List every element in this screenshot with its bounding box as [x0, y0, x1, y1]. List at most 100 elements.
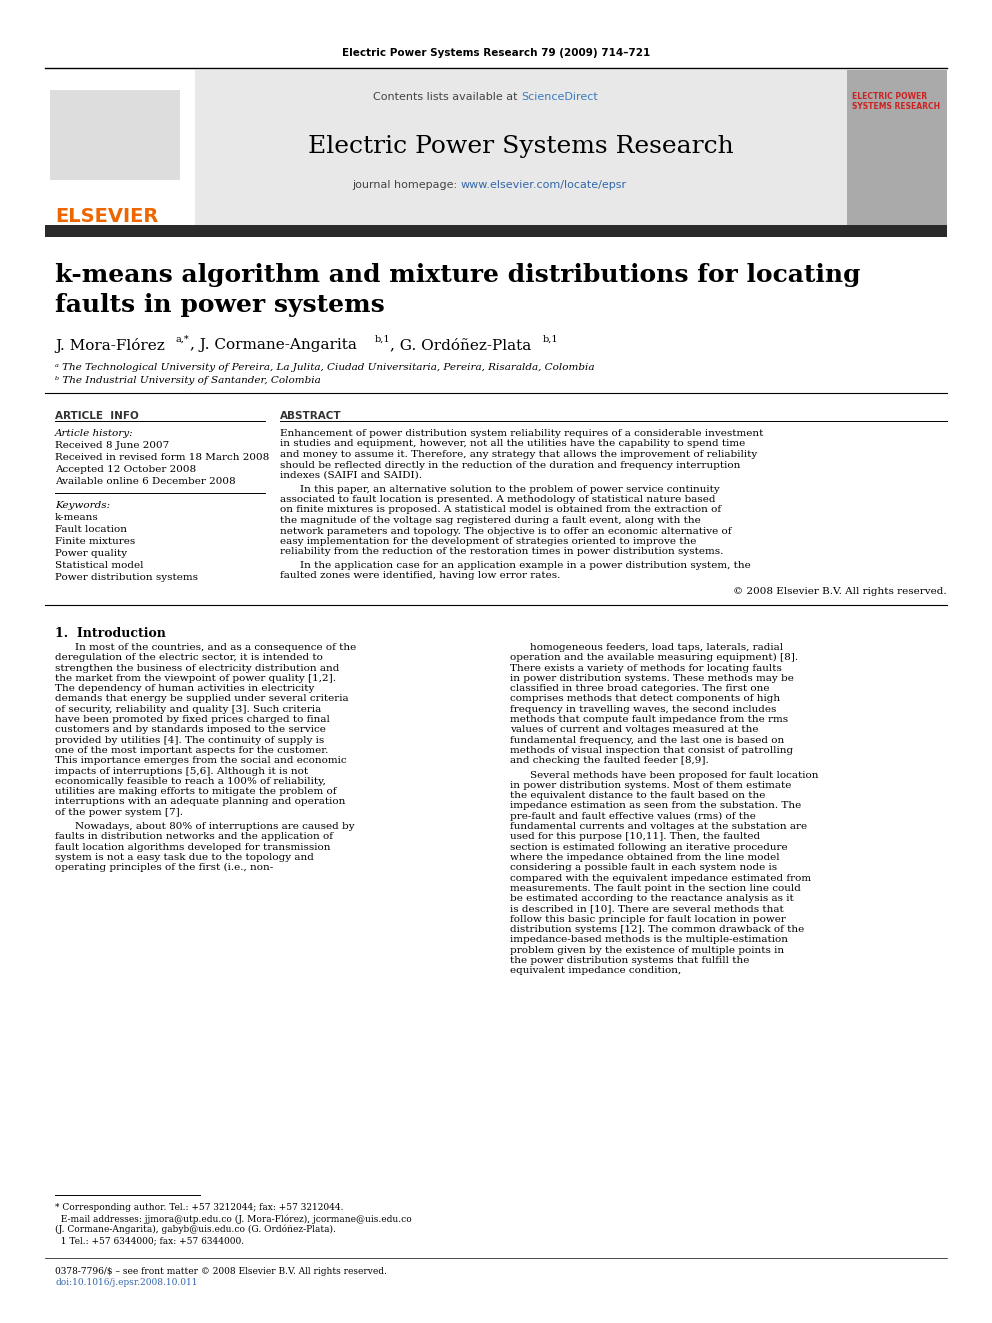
Text: There exists a variety of methods for locating faults: There exists a variety of methods for lo…: [510, 664, 782, 672]
Text: the power distribution systems that fulfill the: the power distribution systems that fulf…: [510, 957, 749, 964]
Text: impedance-based methods is the multiple-estimation: impedance-based methods is the multiple-…: [510, 935, 788, 945]
Text: E-mail addresses: jjmora@utp.edu.co (J. Mora-Flórez), jcormane@uis.edu.co: E-mail addresses: jjmora@utp.edu.co (J. …: [55, 1215, 412, 1224]
Text: the market from the viewpoint of power quality [1,2].: the market from the viewpoint of power q…: [55, 673, 336, 683]
Text: of security, reliability and quality [3]. Such criteria: of security, reliability and quality [3]…: [55, 705, 321, 714]
Text: J. Mora-Flórez: J. Mora-Flórez: [55, 337, 165, 353]
Text: and money to assume it. Therefore, any strategy that allows the improvement of r: and money to assume it. Therefore, any s…: [280, 450, 757, 459]
Text: www.elsevier.com/locate/epsr: www.elsevier.com/locate/epsr: [461, 180, 627, 191]
Text: reliability from the reduction of the restoration times in power distribution sy: reliability from the reduction of the re…: [280, 548, 723, 557]
Text: journal homepage:: journal homepage:: [352, 180, 461, 191]
Text: demands that energy be supplied under several criteria: demands that energy be supplied under se…: [55, 695, 348, 704]
Text: Power distribution systems: Power distribution systems: [55, 573, 198, 582]
Text: methods that compute fault impedance from the rms: methods that compute fault impedance fro…: [510, 716, 788, 724]
Text: faulted zones were identified, having low error rates.: faulted zones were identified, having lo…: [280, 572, 560, 581]
Text: compared with the equivalent impedance estimated from: compared with the equivalent impedance e…: [510, 873, 811, 882]
Text: have been promoted by fixed prices charged to final: have been promoted by fixed prices charg…: [55, 716, 330, 724]
Text: pre-fault and fault effective values (rms) of the: pre-fault and fault effective values (rm…: [510, 812, 756, 822]
Bar: [50, 90, 180, 180]
Text: deregulation of the electric sector, it is intended to: deregulation of the electric sector, it …: [55, 654, 322, 663]
Text: the equivalent distance to the fault based on the: the equivalent distance to the fault bas…: [510, 791, 766, 800]
Text: fundamental frequency, and the last one is based on: fundamental frequency, and the last one …: [510, 736, 785, 745]
Text: problem given by the existence of multiple points in: problem given by the existence of multip…: [510, 946, 784, 955]
Text: doi:10.1016/j.epsr.2008.10.011: doi:10.1016/j.epsr.2008.10.011: [55, 1278, 197, 1287]
Text: associated to fault location is presented. A methodology of statistical nature b: associated to fault location is presente…: [280, 495, 715, 504]
Text: Keywords:: Keywords:: [55, 501, 110, 509]
Bar: [45, 70, 947, 225]
Text: distribution systems [12]. The common drawback of the: distribution systems [12]. The common dr…: [510, 925, 805, 934]
Text: k-means: k-means: [55, 513, 99, 523]
Text: The dependency of human activities in electricity: The dependency of human activities in el…: [55, 684, 314, 693]
Text: in power distribution systems. Most of them estimate: in power distribution systems. Most of t…: [510, 781, 792, 790]
Text: used for this purpose [10,11]. Then, the faulted: used for this purpose [10,11]. Then, the…: [510, 832, 760, 841]
Text: ARTICLE  INFO: ARTICLE INFO: [55, 411, 139, 421]
Text: Several methods have been proposed for fault location: Several methods have been proposed for f…: [530, 770, 818, 779]
Text: comprises methods that detect components of high: comprises methods that detect components…: [510, 695, 780, 704]
Text: utilities are making efforts to mitigate the problem of: utilities are making efforts to mitigate…: [55, 787, 336, 796]
Text: follow this basic principle for fault location in power: follow this basic principle for fault lo…: [510, 914, 786, 923]
Text: 1.  Introduction: 1. Introduction: [55, 627, 166, 640]
Text: indexes (SAIFI and SAIDI).: indexes (SAIFI and SAIDI).: [280, 471, 422, 480]
Text: © 2008 Elsevier B.V. All rights reserved.: © 2008 Elsevier B.V. All rights reserved…: [733, 587, 947, 595]
Text: impedance estimation as seen from the substation. The: impedance estimation as seen from the su…: [510, 802, 802, 811]
Text: considering a possible fault in each system node is: considering a possible fault in each sys…: [510, 864, 777, 872]
Text: be estimated according to the reactance analysis as it: be estimated according to the reactance …: [510, 894, 794, 904]
Text: In most of the countries, and as a consequence of the: In most of the countries, and as a conse…: [75, 643, 356, 652]
Text: easy implementation for the development of strategies oriented to improve the: easy implementation for the development …: [280, 537, 696, 546]
Text: should be reflected directly in the reduction of the duration and frequency inte: should be reflected directly in the redu…: [280, 460, 740, 470]
Text: Finite mixtures: Finite mixtures: [55, 537, 135, 546]
Text: b,1: b,1: [375, 335, 391, 344]
Text: ScienceDirect: ScienceDirect: [521, 93, 598, 102]
Text: fundamental currents and voltages at the substation are: fundamental currents and voltages at the…: [510, 822, 807, 831]
Text: 0378-7796/$ – see front matter © 2008 Elsevier B.V. All rights reserved.: 0378-7796/$ – see front matter © 2008 El…: [55, 1267, 387, 1275]
Text: Enhancement of power distribution system reliability requires of a considerable : Enhancement of power distribution system…: [280, 429, 764, 438]
Text: Available online 6 December 2008: Available online 6 December 2008: [55, 478, 236, 486]
Text: equivalent impedance condition,: equivalent impedance condition,: [510, 966, 682, 975]
Text: customers and by standards imposed to the service: customers and by standards imposed to th…: [55, 725, 326, 734]
Text: methods of visual inspection that consist of patrolling: methods of visual inspection that consis…: [510, 746, 794, 755]
Text: k-means algorithm and mixture distributions for locating: k-means algorithm and mixture distributi…: [55, 263, 860, 287]
Text: In the application case for an application example in a power distribution syste: In the application case for an applicati…: [300, 561, 751, 570]
Text: , J. Cormane-Angarita: , J. Cormane-Angarita: [190, 337, 357, 352]
Text: strengthen the business of electricity distribution and: strengthen the business of electricity d…: [55, 664, 339, 672]
Text: where the impedance obtained from the line model: where the impedance obtained from the li…: [510, 853, 780, 863]
Text: Electric Power Systems Research 79 (2009) 714–721: Electric Power Systems Research 79 (2009…: [342, 48, 650, 58]
Text: is described in [10]. There are several methods that: is described in [10]. There are several …: [510, 905, 784, 913]
Text: ᵃ The Technological University of Pereira, La Julita, Ciudad Universitaria, Pere: ᵃ The Technological University of Pereir…: [55, 363, 594, 372]
Text: b,1: b,1: [543, 335, 558, 344]
Text: * Corresponding author. Tel.: +57 3212044; fax: +57 3212044.: * Corresponding author. Tel.: +57 321204…: [55, 1203, 343, 1212]
Text: one of the most important aspects for the customer.: one of the most important aspects for th…: [55, 746, 328, 755]
Text: Electric Power Systems Research: Electric Power Systems Research: [309, 135, 734, 157]
Text: interruptions with an adequate planning and operation: interruptions with an adequate planning …: [55, 798, 345, 807]
Text: In this paper, an alternative solution to the problem of power service continuit: In this paper, an alternative solution t…: [300, 484, 720, 493]
Bar: [45, 70, 195, 225]
Text: and checking the faulted feeder [8,9].: and checking the faulted feeder [8,9].: [510, 757, 708, 765]
Text: section is estimated following an iterative procedure: section is estimated following an iterat…: [510, 843, 788, 852]
Text: Statistical model: Statistical model: [55, 561, 144, 570]
Text: Fault location: Fault location: [55, 525, 127, 534]
Text: Received in revised form 18 March 2008: Received in revised form 18 March 2008: [55, 452, 269, 462]
Text: system is not a easy task due to the topology and: system is not a easy task due to the top…: [55, 853, 313, 863]
Text: Article history:: Article history:: [55, 429, 134, 438]
Text: , G. Ordóñez-Plata: , G. Ordóñez-Plata: [390, 337, 532, 352]
Text: provided by utilities [4]. The continuity of supply is: provided by utilities [4]. The continuit…: [55, 736, 324, 745]
Text: a,*: a,*: [175, 335, 188, 344]
Text: Accepted 12 October 2008: Accepted 12 October 2008: [55, 464, 196, 474]
Bar: [847, 70, 947, 225]
Text: of the power system [7].: of the power system [7].: [55, 808, 183, 816]
Text: values of current and voltages measured at the: values of current and voltages measured …: [510, 725, 759, 734]
Text: 1 Tel.: +57 6344000; fax: +57 6344000.: 1 Tel.: +57 6344000; fax: +57 6344000.: [55, 1236, 244, 1245]
Text: Power quality: Power quality: [55, 549, 127, 558]
Text: classified in three broad categories. The first one: classified in three broad categories. Th…: [510, 684, 770, 693]
Bar: [45, 225, 947, 237]
Text: impacts of interruptions [5,6]. Although it is not: impacts of interruptions [5,6]. Although…: [55, 766, 309, 775]
Text: Nowadays, about 80% of interruptions are caused by: Nowadays, about 80% of interruptions are…: [75, 822, 354, 831]
Text: (J. Cormane-Angarita), gabyb@uis.edu.co (G. Ordóñez-Plata).: (J. Cormane-Angarita), gabyb@uis.edu.co …: [55, 1225, 336, 1234]
Text: ABSTRACT: ABSTRACT: [280, 411, 341, 421]
Text: Contents lists available at: Contents lists available at: [373, 93, 521, 102]
Text: network parameters and topology. The objective is to offer an economic alternati: network parameters and topology. The obj…: [280, 527, 731, 536]
Text: in power distribution systems. These methods may be: in power distribution systems. These met…: [510, 673, 794, 683]
Text: faults in distribution networks and the application of: faults in distribution networks and the …: [55, 832, 333, 841]
Text: operation and the available measuring equipment) [8].: operation and the available measuring eq…: [510, 654, 799, 663]
Text: frequency in travelling waves, the second includes: frequency in travelling waves, the secon…: [510, 705, 777, 714]
Text: ᵇ The Industrial University of Santander, Colombia: ᵇ The Industrial University of Santander…: [55, 376, 320, 385]
